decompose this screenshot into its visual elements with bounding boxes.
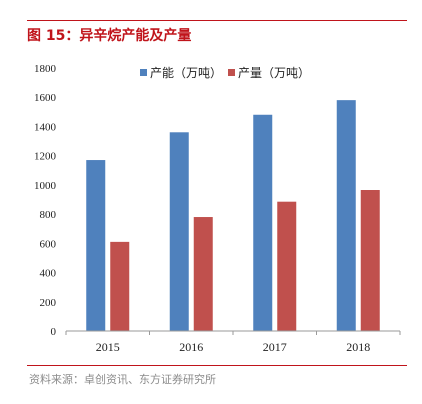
x-tick-label: 2016 bbox=[179, 340, 203, 354]
source-note: 资料来源：卓创资讯、东方证券研究所 bbox=[29, 373, 216, 386]
y-tick-label: 0 bbox=[51, 326, 57, 338]
x-tick-label: 2018 bbox=[346, 340, 370, 354]
y-tick-label: 800 bbox=[40, 209, 57, 221]
bar-capacity-2015 bbox=[86, 160, 106, 331]
legend-swatch-capacity bbox=[140, 69, 147, 76]
bar-output-2018 bbox=[360, 190, 380, 331]
y-tick-label: 600 bbox=[40, 238, 57, 250]
x-tick-label: 2017 bbox=[263, 340, 287, 354]
y-tick-label: 1400 bbox=[34, 121, 57, 133]
y-tick-label: 1800 bbox=[34, 63, 57, 75]
y-tick-label: 1200 bbox=[34, 151, 57, 163]
bar-output-2016 bbox=[193, 217, 213, 331]
y-axis: 0 200 400 600 800 1000 1200 1400 1600 1800 bbox=[34, 63, 57, 338]
bar-output-2017 bbox=[277, 201, 297, 331]
bar-output-2015 bbox=[110, 241, 130, 331]
chart-legend: 产能（万吨） 产量（万吨） bbox=[140, 66, 310, 80]
bar-capacity-2016 bbox=[169, 132, 189, 331]
bar-capacity-2017 bbox=[253, 114, 273, 331]
figure-title: 图 15：异辛烷产能及产量 bbox=[27, 28, 192, 44]
bar-capacity-2018 bbox=[336, 100, 356, 332]
y-tick-label: 200 bbox=[40, 297, 57, 309]
legend-swatch-output bbox=[228, 69, 235, 76]
source-rule bbox=[27, 365, 407, 366]
legend-label-output: 产量（万吨） bbox=[238, 66, 310, 80]
y-tick-label: 400 bbox=[40, 268, 57, 280]
bars-group bbox=[86, 100, 380, 332]
y-tick-label: 1600 bbox=[34, 92, 57, 104]
x-axis: 2015 2016 2017 2018 bbox=[65, 330, 401, 354]
y-tick-label: 1000 bbox=[34, 180, 57, 192]
x-tick-label: 2015 bbox=[96, 340, 120, 354]
title-top-rule bbox=[27, 20, 407, 21]
legend-label-capacity: 产能（万吨） bbox=[150, 66, 222, 80]
